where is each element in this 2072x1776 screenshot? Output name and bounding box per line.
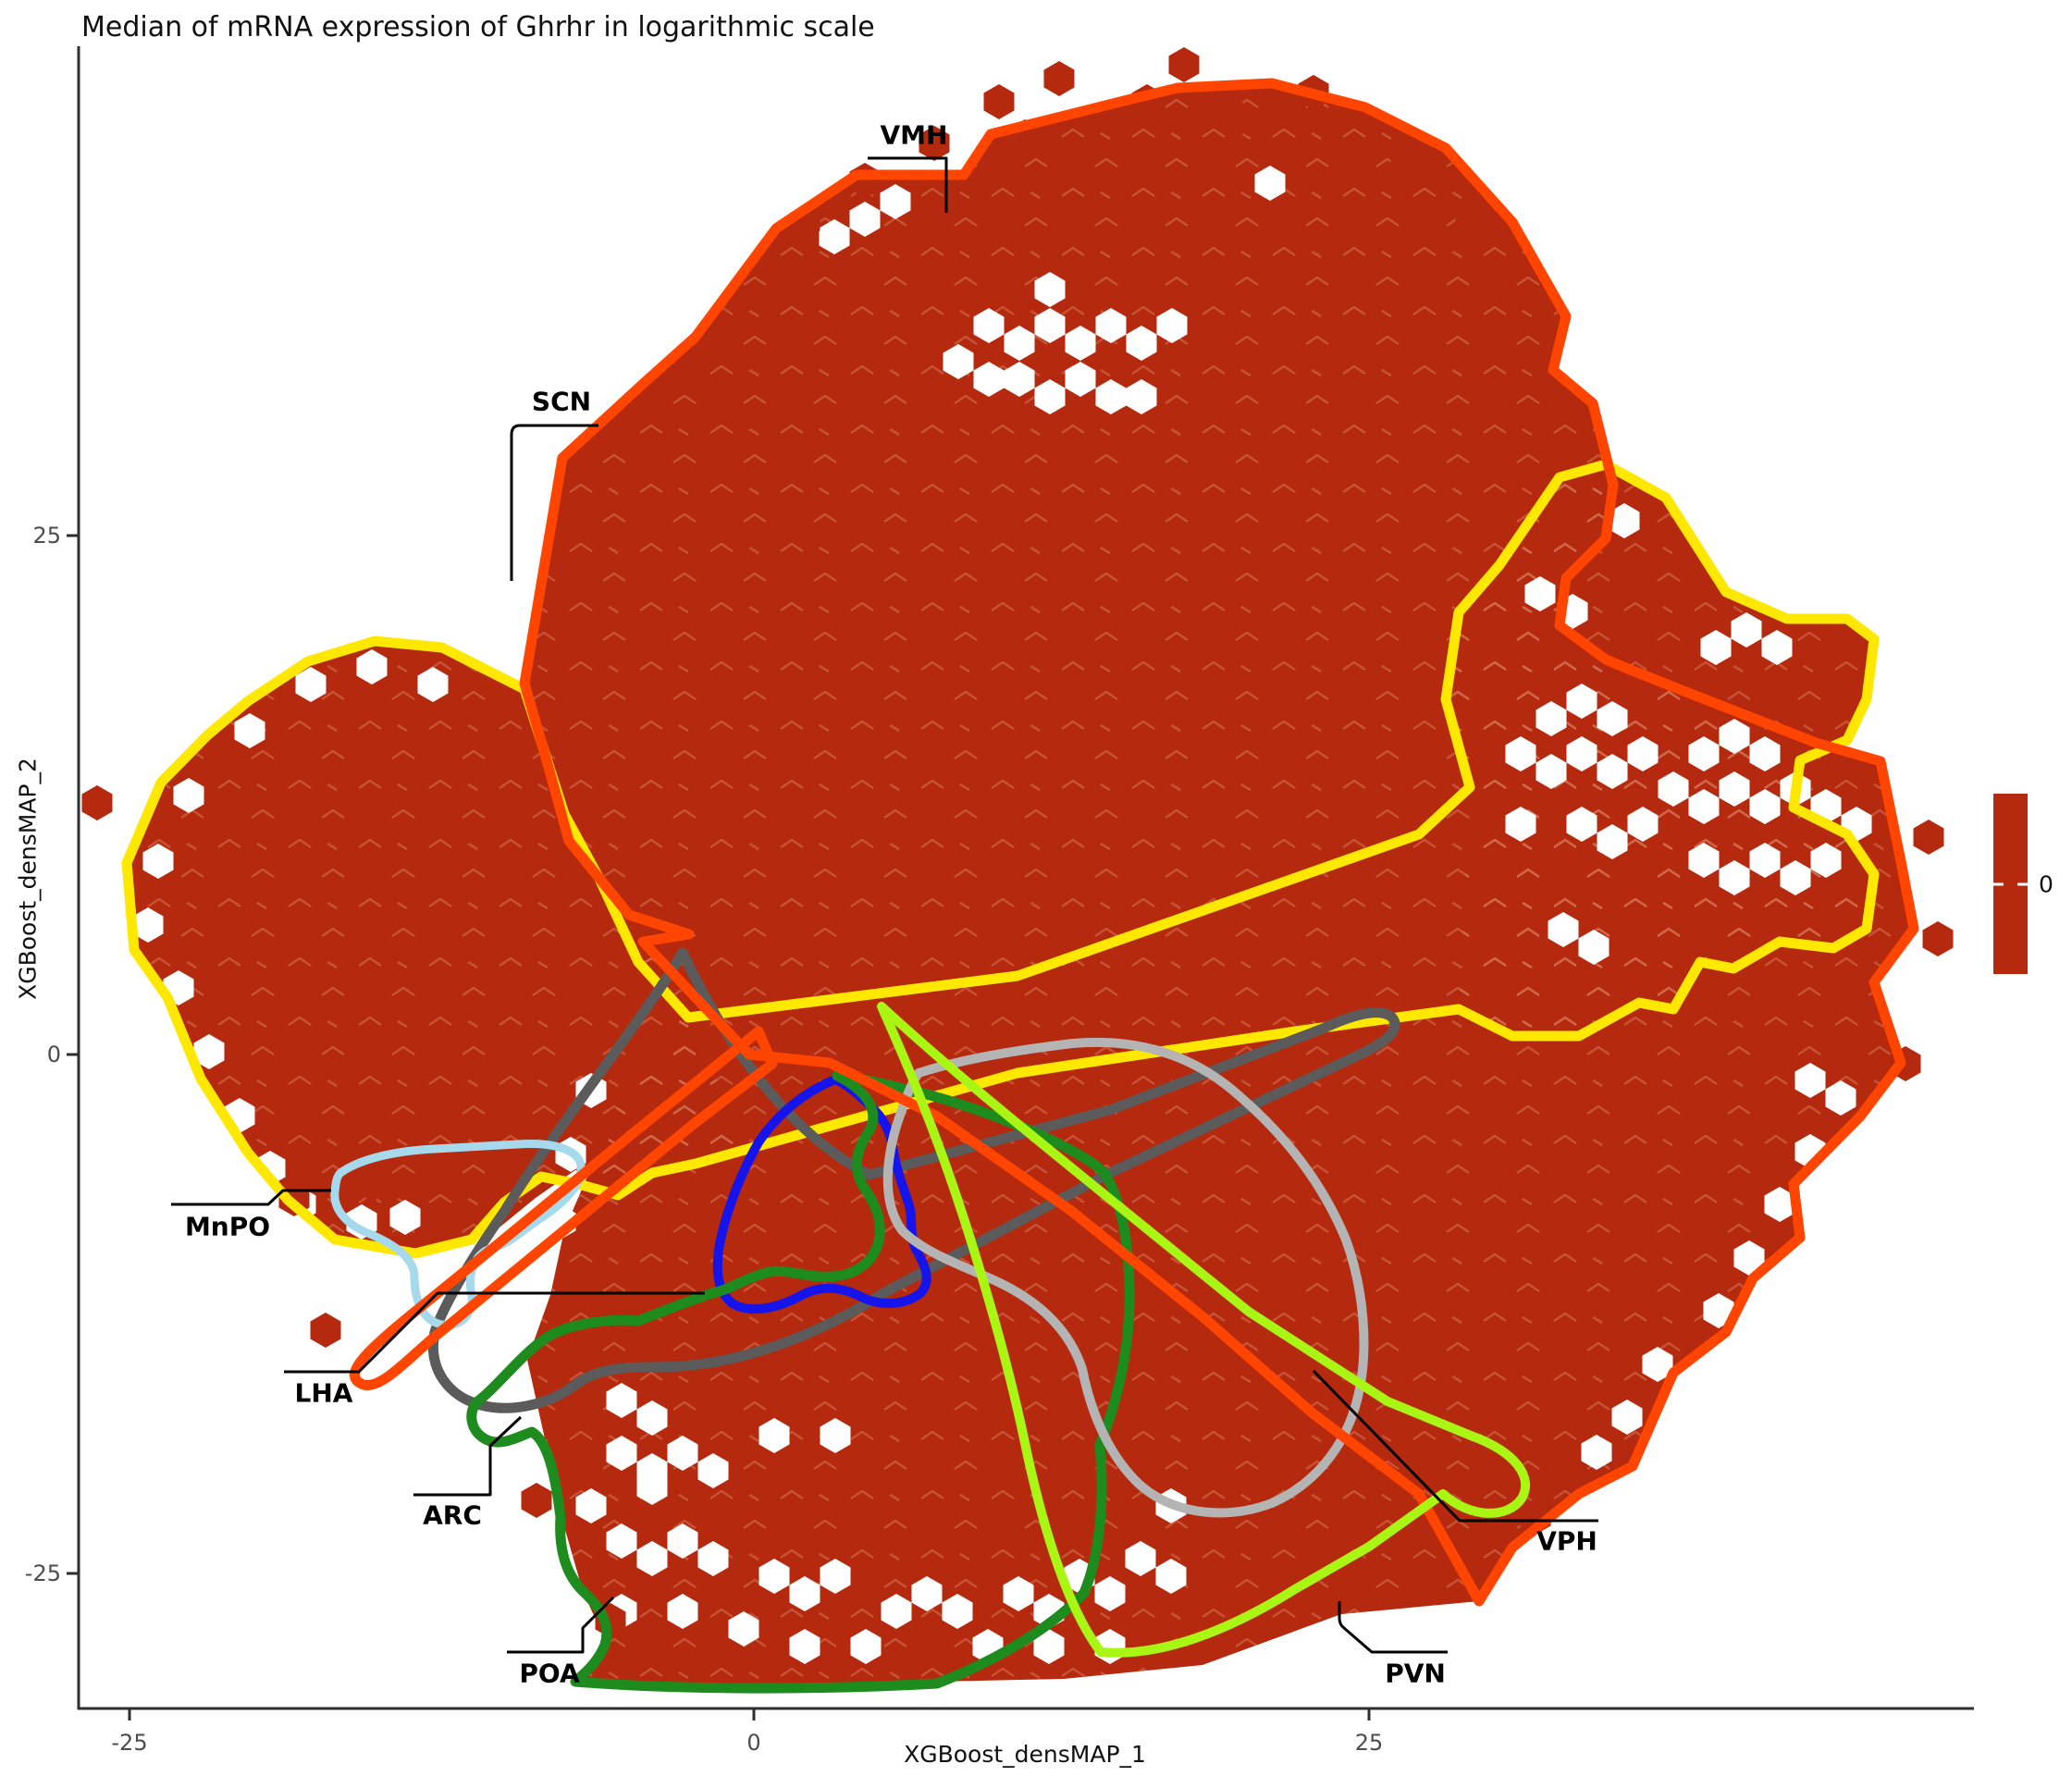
region-outline-lha [428,947,1400,1413]
region-label-arc: ARC [423,1499,482,1531]
region-outline-scn [121,459,1880,1259]
leader-mnpo [171,1189,331,1206]
region-outline-mnpo [330,1139,586,1330]
region-outline-vmh-band [350,1026,778,1390]
x-tick-label: 0 [746,1730,761,1756]
leader-vph [1312,1369,1598,1523]
leader-pvn [1338,1601,1448,1654]
region-label-poa: POA [519,1658,580,1689]
region-outline-vph [882,1037,1369,1518]
chart-title: Median of mRNA expression of Ghrhr in lo… [81,11,875,43]
leader-arc [413,1415,523,1497]
x-tick-label: -25 [111,1730,148,1756]
leader-vmh [868,156,948,213]
region-label-pvn: PVN [1385,1658,1446,1689]
y-tick-label: 0 [46,1042,61,1067]
region-label-vmh: VMH [880,119,948,151]
region-label-scn: SCN [531,386,592,417]
leader-poa [507,1596,615,1654]
legend-tick-label: 0 [2039,870,2054,898]
region-outlines [121,78,1919,1694]
legend-colorbar [1993,794,2028,974]
y-axis-title: XGBoost_densMAP_2 [14,758,42,1000]
y-tick-label: -25 [24,1560,61,1586]
x-tick-label: 25 [1354,1730,1384,1756]
region-label-vph: VPH [1536,1525,1597,1557]
region-label-mnpo: MnPO [184,1211,271,1242]
region-outline-vmh [519,78,1919,1607]
y-tick-label: 25 [32,523,61,549]
region-outline-poa [466,1070,1135,1694]
region-label-lha: LHA [294,1377,353,1409]
x-axis-title: XGBoost_densMAP_1 [904,1741,1146,1768]
axes [67,46,1974,1720]
leader-lha [284,1291,705,1374]
leader-scn [510,424,598,581]
leader-lines [171,156,1598,1654]
region-outline-pvn [877,1002,1531,1658]
